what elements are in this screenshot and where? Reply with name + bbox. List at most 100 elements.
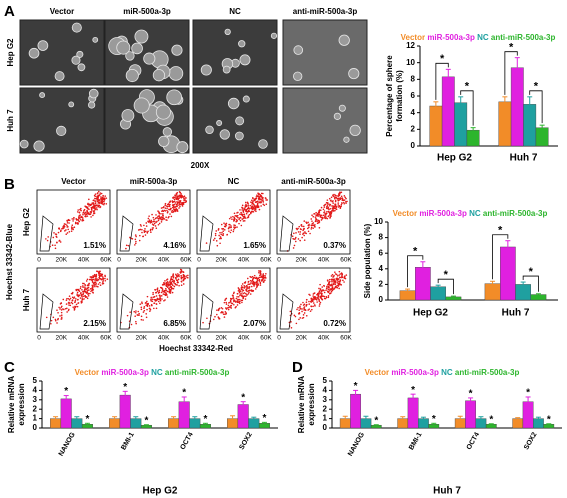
event-dot: [256, 201, 258, 203]
event-dot: [255, 207, 257, 209]
event-dot: [260, 196, 263, 198]
event-dot: [319, 209, 322, 212]
error-bar: [490, 280, 496, 286]
event-dot: [323, 204, 325, 207]
event-dot: [85, 296, 87, 298]
event-dot: [147, 217, 150, 220]
event-dot: [182, 203, 184, 206]
event-dot: [265, 203, 268, 206]
event-dot: [334, 209, 336, 212]
event-dot: [227, 304, 230, 307]
event-dot: [134, 242, 137, 245]
event-dot: [324, 212, 326, 214]
event-dot: [172, 200, 174, 203]
event-dot: [183, 197, 185, 200]
event-dot: [261, 197, 263, 200]
event-dot: [66, 224, 68, 227]
event-dot: [261, 276, 264, 279]
event-dot: [88, 278, 91, 281]
event-dot: [143, 309, 146, 312]
event-dot: [100, 199, 102, 201]
event-dot: [144, 228, 146, 230]
event-dot: [46, 239, 49, 242]
event-dot: [97, 205, 100, 208]
error-bar: [84, 422, 90, 426]
event-dot: [240, 295, 243, 297]
group-label: BMI-1: [408, 431, 424, 451]
event-dot: [103, 203, 105, 206]
event-dot: [97, 278, 100, 281]
panel-label: A: [4, 3, 15, 20]
event-dot: [85, 292, 88, 294]
event-dot: [179, 191, 181, 194]
event-dot: [177, 274, 180, 277]
event-dot: [216, 244, 219, 247]
event-dot: [63, 225, 66, 228]
column-label: anti-miR-500a-3p: [293, 7, 358, 16]
event-dot: [175, 274, 178, 277]
event-dot: [312, 295, 314, 297]
event-dot: [73, 216, 75, 219]
event-dot: [175, 193, 178, 195]
event-dot: [66, 219, 68, 222]
event-dot: [161, 218, 164, 221]
event-dot: [82, 212, 84, 214]
event-dot: [299, 239, 301, 242]
event-dot: [223, 225, 226, 228]
event-dot: [84, 291, 87, 293]
event-dot: [91, 202, 94, 204]
event-dot: [259, 284, 262, 286]
event-dot: [260, 199, 263, 201]
event-dot: [260, 276, 263, 278]
event-dot: [245, 210, 248, 213]
event-dot: [218, 307, 221, 310]
event-dot: [176, 204, 178, 206]
event-dot: [125, 244, 128, 247]
event-dot: [93, 212, 95, 215]
flow-plot: [36, 267, 111, 333]
event-dot: [205, 242, 208, 244]
event-dot: [325, 201, 328, 204]
event-dot: [100, 200, 103, 203]
event-dot: [89, 204, 92, 207]
y-axis-label: formation (%): [395, 70, 404, 122]
event-dot: [159, 218, 161, 220]
event-dot: [318, 303, 321, 305]
event-dot: [71, 224, 74, 227]
event-dot: [220, 223, 223, 226]
sphere: [348, 68, 360, 80]
x-tick-label: 0: [277, 257, 281, 264]
event-dot: [55, 233, 58, 236]
group-label: SOX2: [238, 431, 253, 451]
event-dot: [340, 195, 343, 198]
event-dot: [157, 219, 160, 222]
percentage: 1.65%: [243, 241, 266, 250]
event-dot: [163, 293, 166, 296]
legend-entry: miR-500a-3p: [419, 209, 467, 218]
event-dot: [244, 298, 247, 300]
event-dot: [333, 206, 335, 209]
event-dot: [173, 198, 176, 201]
event-dot: [104, 277, 106, 280]
panel-label: B: [4, 176, 15, 193]
event-dot: [336, 275, 339, 277]
event-dot: [140, 306, 143, 309]
y-tick-label: 4: [379, 264, 384, 273]
event-dot: [332, 278, 335, 281]
event-dot: [239, 217, 241, 219]
event-dot: [328, 203, 330, 205]
event-dot: [234, 224, 236, 227]
event-dot: [175, 279, 178, 282]
event-dot: [66, 311, 68, 313]
event-dot: [79, 217, 81, 219]
y-axis-label: expression: [17, 383, 26, 425]
event-dot: [172, 203, 174, 206]
event-dot: [333, 193, 335, 196]
event-dot: [338, 199, 341, 201]
event-dot: [327, 296, 330, 299]
event-dot: [231, 297, 233, 300]
event-dot: [240, 287, 243, 289]
event-dot: [82, 295, 85, 298]
flow-x-label: Hoechst 33342-Red: [159, 344, 233, 353]
event-dot: [244, 206, 247, 208]
